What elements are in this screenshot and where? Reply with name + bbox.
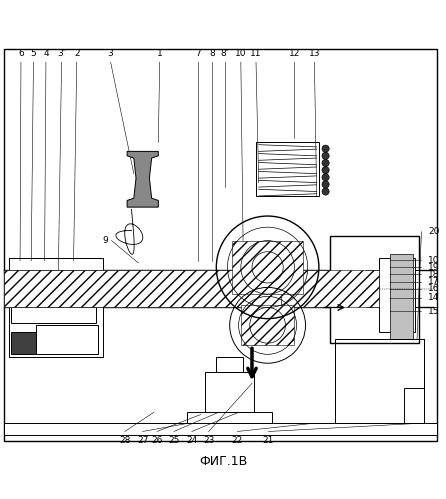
Circle shape	[322, 167, 329, 174]
Text: 1: 1	[157, 49, 162, 58]
Text: 4: 4	[43, 49, 49, 58]
Text: 21: 21	[263, 436, 274, 445]
Text: 17: 17	[428, 277, 440, 286]
Text: 12: 12	[289, 49, 300, 58]
Circle shape	[322, 145, 329, 152]
Bar	[4, 424, 437, 435]
Text: 19: 19	[428, 263, 440, 272]
Text: 8: 8	[210, 49, 215, 58]
Text: 7: 7	[196, 49, 201, 58]
Text: 10: 10	[235, 49, 247, 58]
Text: 24: 24	[186, 436, 198, 445]
Bar	[4, 49, 437, 441]
Bar	[379, 258, 415, 332]
Bar	[9, 258, 103, 357]
Text: 16: 16	[428, 284, 440, 293]
Text: 9: 9	[102, 236, 107, 245]
Bar	[11, 303, 96, 323]
Text: 26: 26	[151, 436, 163, 445]
Bar	[390, 254, 413, 339]
Text: 6: 6	[18, 49, 24, 58]
Circle shape	[322, 174, 329, 181]
Text: 23: 23	[203, 436, 215, 445]
Text: 15: 15	[428, 306, 440, 315]
Bar	[216, 357, 243, 372]
Text: 11: 11	[250, 49, 262, 58]
Bar	[4, 269, 281, 307]
Bar	[281, 269, 379, 307]
Text: ФИГ.1В: ФИГ.1В	[199, 455, 247, 468]
Bar	[404, 388, 424, 424]
Polygon shape	[127, 151, 158, 207]
Bar	[187, 412, 272, 424]
Text: 13: 13	[309, 49, 320, 58]
Text: 10: 10	[428, 255, 440, 264]
Bar	[205, 372, 254, 412]
Bar	[11, 332, 36, 354]
Text: 14: 14	[428, 293, 440, 302]
Circle shape	[322, 152, 329, 159]
Circle shape	[322, 188, 329, 195]
Text: 2: 2	[74, 49, 79, 58]
Bar	[330, 236, 419, 343]
Text: 3': 3'	[58, 49, 66, 58]
Bar	[334, 339, 424, 424]
Text: 3: 3	[108, 49, 113, 58]
Text: 8': 8'	[221, 49, 229, 58]
Circle shape	[322, 159, 329, 167]
Text: 5: 5	[31, 49, 36, 58]
Text: 18: 18	[428, 270, 440, 279]
Circle shape	[322, 181, 329, 188]
Bar	[36, 325, 98, 354]
Bar	[232, 241, 303, 294]
Text: 28: 28	[119, 436, 131, 445]
Bar	[241, 305, 294, 345]
Text: 20: 20	[428, 227, 440, 236]
Bar	[256, 142, 319, 196]
Text: 25: 25	[168, 436, 180, 445]
Bar	[196, 286, 206, 296]
Bar	[334, 339, 424, 424]
Text: 27: 27	[137, 436, 149, 445]
Text: 22: 22	[231, 436, 243, 445]
